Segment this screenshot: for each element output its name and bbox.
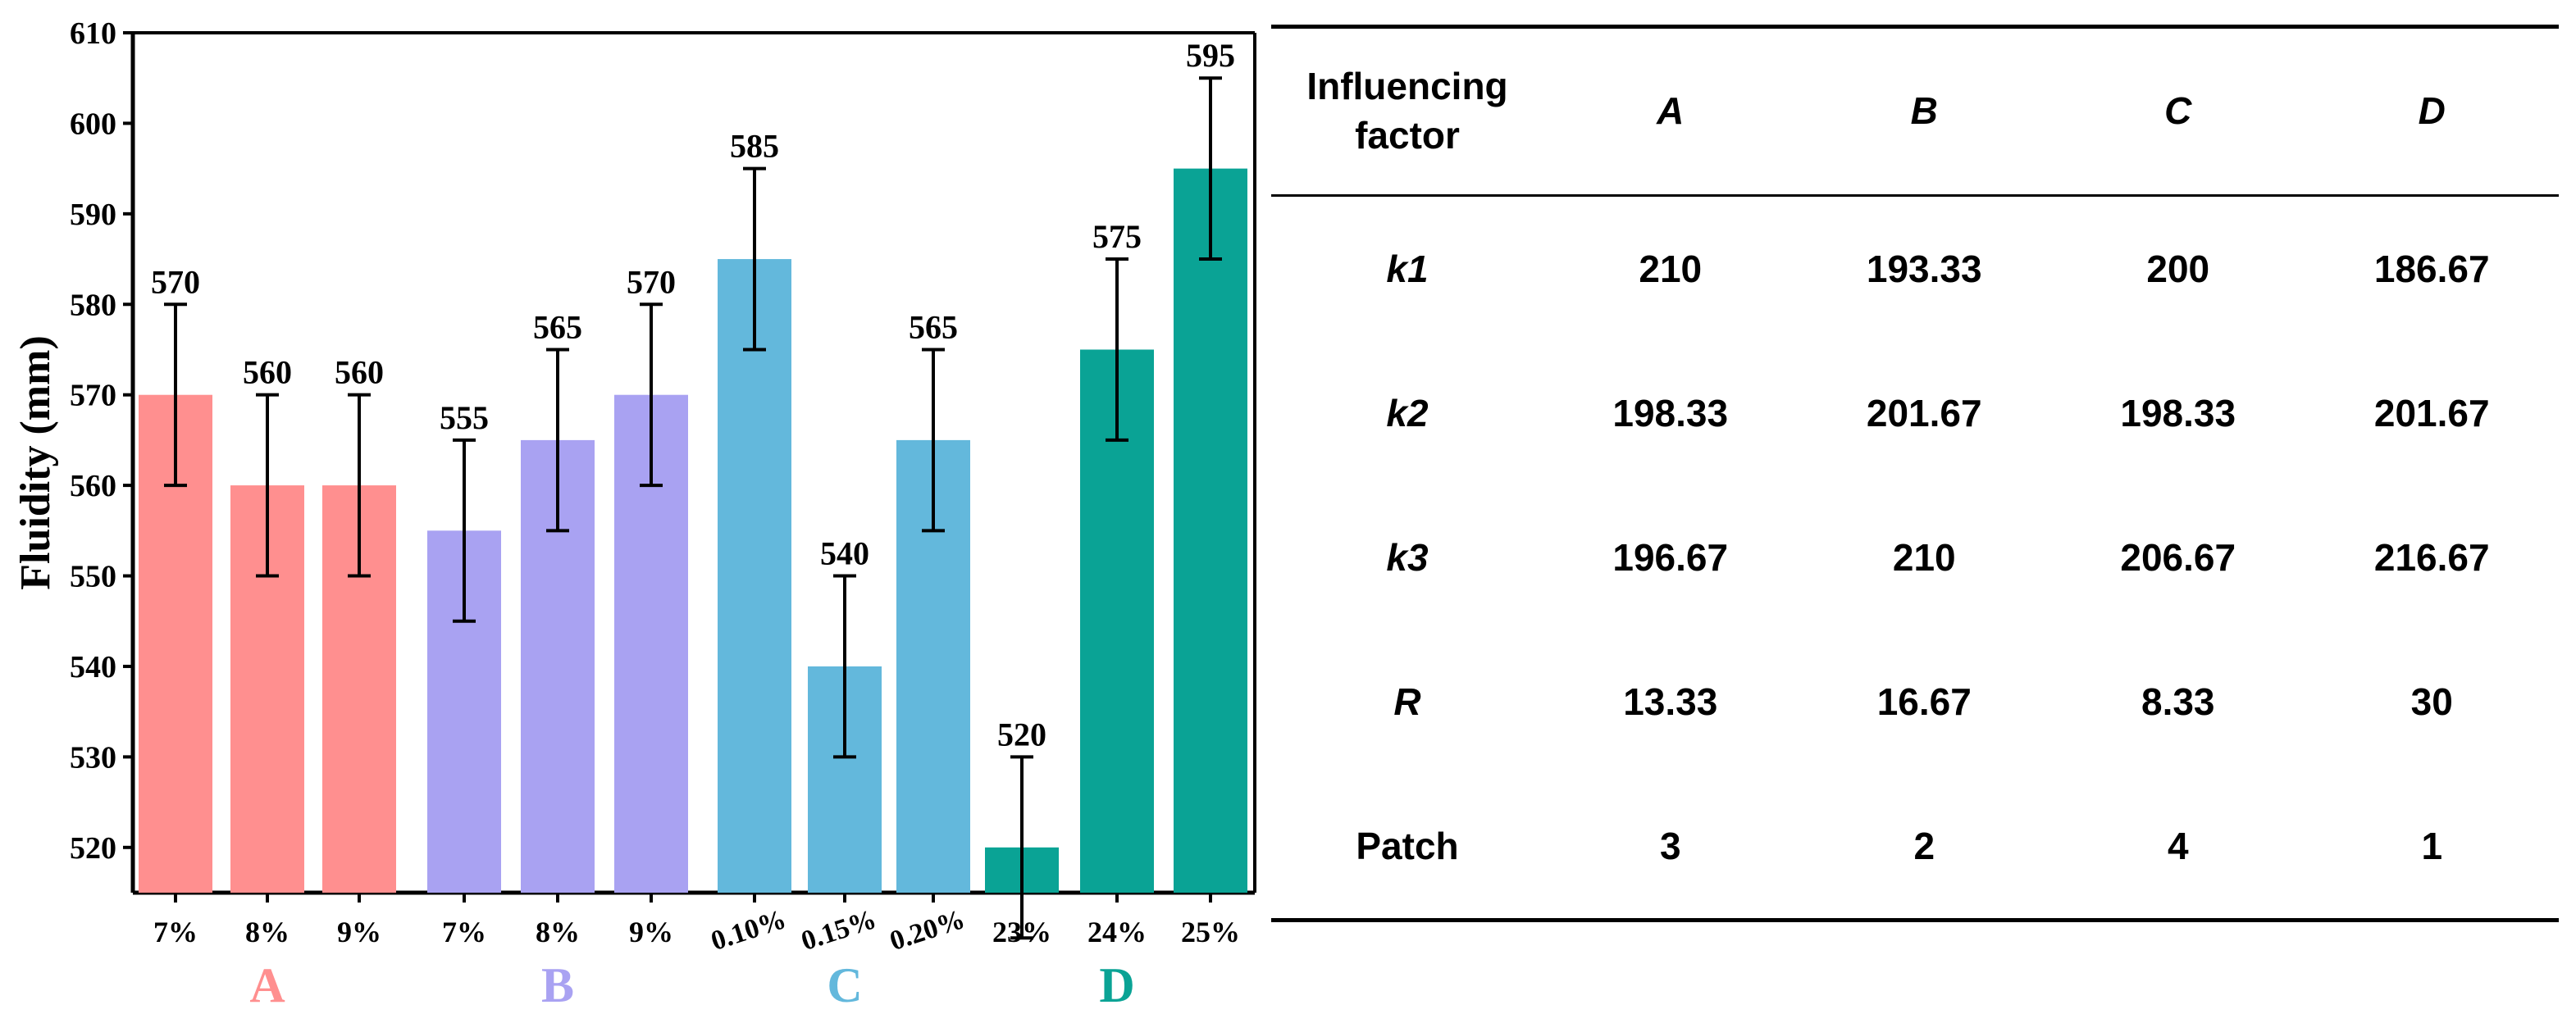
- header-col-c: C: [2164, 89, 2192, 133]
- x-tick-label: 7%: [153, 916, 198, 948]
- influencing-factor-table: Influencing factor A B C D k1 210 193.33…: [1271, 25, 2559, 922]
- y-axis-title: Fluidity (mm): [12, 335, 59, 590]
- data-label: 570: [627, 263, 676, 300]
- x-tick-label: 9%: [337, 916, 381, 948]
- table-row: k1 210 193.33 200 186.67: [1271, 196, 2559, 342]
- row-label-k1: k1: [1386, 248, 1429, 290]
- table-cell: 200: [2146, 248, 2210, 290]
- table-cell: 3: [1659, 825, 1681, 867]
- table-cell: 1: [2421, 825, 2443, 867]
- data-label: 595: [1186, 37, 1235, 74]
- data-label: 560: [335, 354, 384, 391]
- x-tick-label: 0.20%: [887, 904, 969, 957]
- y-tick-label: 520: [70, 831, 116, 866]
- x-tick-label: 9%: [629, 916, 673, 948]
- header-col-d: D: [2418, 89, 2446, 133]
- data-label: 540: [820, 535, 869, 572]
- x-tick-label: 8%: [245, 916, 290, 948]
- table-cell: 196.67: [1612, 536, 1729, 579]
- table-header-row: Influencing factor A B C D: [1271, 26, 2559, 196]
- fluidity-bar-chart: 520 530 540 550 560 570 580 590 600 610 Fluidity (…: [12, 16, 1256, 1012]
- data-label: 560: [243, 354, 292, 391]
- table-cell: 206.67: [2120, 536, 2236, 579]
- x-tick-label: 8%: [536, 916, 580, 948]
- x-tick-label: 0.15%: [798, 904, 880, 957]
- data-label: 575: [1092, 218, 1142, 255]
- table-cell: 210: [1892, 536, 1956, 579]
- header-influencing-factor: Influencing factor: [1271, 27, 1543, 196]
- y-tick-label: 560: [70, 469, 116, 503]
- y-tick-label: 580: [70, 288, 116, 322]
- table-cell: 210: [1639, 248, 1703, 290]
- x-tick-label: 23%: [992, 916, 1051, 948]
- data-label: 585: [730, 128, 779, 165]
- bar: [1174, 168, 1247, 893]
- header-col-a: A: [1657, 89, 1685, 133]
- table-row: k3 196.67 210 206.67 216.67: [1271, 485, 2559, 630]
- table-cell: 216.67: [2373, 536, 2490, 579]
- group-label-b: B: [541, 958, 574, 1012]
- row-label-r: R: [1393, 680, 1421, 723]
- table-cell: 30: [2410, 680, 2453, 723]
- table-row: k2 198.33 201.67 198.33 201.67: [1271, 341, 2559, 485]
- data-label: 555: [440, 399, 489, 436]
- table-cell: 186.67: [2373, 248, 2490, 290]
- table-cell: 201.67: [1866, 392, 1982, 434]
- table-cell: 201.67: [2373, 392, 2490, 434]
- y-tick-label: 530: [70, 740, 116, 775]
- table-cell: 13.33: [1623, 680, 1718, 723]
- bar: [718, 259, 791, 894]
- data-label: 565: [909, 308, 958, 345]
- table-cell: 198.33: [1612, 392, 1729, 434]
- row-label-k3: k3: [1386, 536, 1429, 579]
- x-tick-label: 25%: [1181, 916, 1240, 948]
- group-label-a: A: [249, 958, 285, 1012]
- x-tick-label: 24%: [1087, 916, 1147, 948]
- table-cell: 8.33: [2141, 680, 2215, 723]
- header-line-2: factor: [1355, 114, 1460, 157]
- table-cell: 16.67: [1876, 680, 1972, 723]
- y-tick-label: 550: [70, 560, 116, 594]
- y-tick-label: 600: [70, 107, 116, 141]
- table-row: Patch 3 2 4 1: [1271, 774, 2559, 921]
- y-tick-label: 540: [70, 650, 116, 684]
- y-tick-label: 570: [70, 379, 116, 413]
- header-col-b: B: [1910, 89, 1938, 133]
- data-label: 565: [533, 308, 582, 345]
- table-cell: 198.33: [2120, 392, 2236, 434]
- header-line-1: Influencing: [1306, 65, 1508, 108]
- data-label: 570: [151, 263, 200, 300]
- y-tick-label: 610: [70, 16, 116, 51]
- x-tick-label: 0.10%: [708, 904, 790, 957]
- row-label-patch: Patch: [1356, 825, 1459, 867]
- group-label-c: C: [827, 958, 862, 1012]
- row-label-k2: k2: [1386, 392, 1429, 434]
- group-label-d: D: [1099, 958, 1134, 1012]
- y-tick-label: 590: [70, 198, 116, 232]
- table-cell: 193.33: [1866, 248, 1982, 290]
- table-cell: 4: [2167, 825, 2189, 867]
- x-tick-label: 7%: [442, 916, 486, 948]
- data-label: 520: [997, 716, 1046, 753]
- table-row: R 13.33 16.67 8.33 30: [1271, 630, 2559, 774]
- table-cell: 2: [1913, 825, 1935, 867]
